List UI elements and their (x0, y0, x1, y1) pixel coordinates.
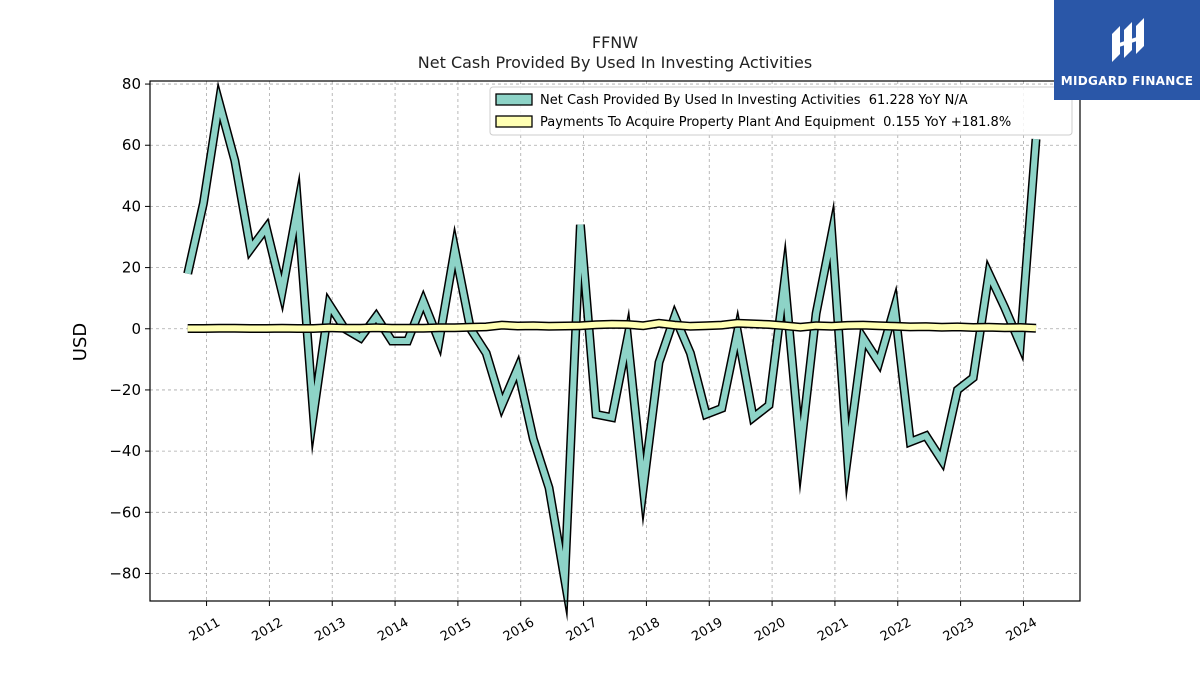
x-tick-label: 2018 (627, 615, 663, 645)
legend-swatch-net-cash (495, 93, 533, 106)
series-layer (183, 80, 1041, 622)
x-tick-label: 2019 (689, 615, 725, 645)
x-tick-label: 2020 (752, 615, 788, 645)
x-tick-label: 2014 (375, 615, 411, 645)
x-tick-label: 2013 (312, 615, 348, 645)
chart-title: FFNW (592, 33, 638, 52)
x-tick-label: 2015 (438, 615, 474, 645)
y-tick-label: 80 (122, 75, 141, 93)
x-tick-label: 2011 (187, 615, 223, 645)
series-line-0 (184, 87, 1039, 608)
legend-swatch-ppe (495, 115, 533, 128)
brand-logo: MIDGARD FINANCE (1054, 0, 1200, 100)
y-tick-label: −20 (109, 381, 141, 399)
legend-entry-net-cash: Net Cash Provided By Used In Investing A… (540, 93, 968, 108)
x-tick-label: 2022 (878, 615, 914, 645)
x-tick-label: 2017 (564, 615, 600, 645)
y-tick-label: 0 (131, 320, 141, 338)
y-axis-label: USD (70, 323, 91, 361)
plot-frame (149, 80, 1081, 602)
legend-box (489, 86, 1073, 136)
y-tick-label: 40 (122, 197, 141, 215)
legend-entry-ppe: Payments To Acquire Property Plant And E… (540, 115, 1011, 130)
series-line-1 (187, 320, 1037, 332)
logo-text: MIDGARD FINANCE (1060, 74, 1194, 88)
y-tick-label: −80 (109, 564, 141, 582)
series-outline-0 (183, 80, 1041, 622)
y-axis: −80 −60 −40 −20 0 20 40 60 80 (109, 75, 150, 582)
y-tick-label: −60 (109, 503, 141, 521)
y-tick-label: 20 (122, 259, 141, 277)
y-tick-label: 60 (122, 136, 141, 154)
grid (150, 81, 1080, 601)
x-tick-label: 2023 (941, 615, 977, 645)
x-tick-label: 2016 (501, 615, 537, 645)
y-tick-label: −40 (109, 442, 141, 460)
x-tick-label: 2024 (1004, 615, 1040, 645)
chart-subtitle: Net Cash Provided By Used In Investing A… (418, 53, 812, 72)
x-axis: 2011 2012 2013 2014 2015 2016 2017 2018 2019 2020… (187, 601, 1040, 645)
x-tick-label: 2021 (815, 615, 851, 645)
midgard-logo-icon (1112, 18, 1144, 62)
legend: Net Cash Provided By Used In Investing A… (489, 86, 1073, 136)
x-tick-label: 2012 (250, 615, 286, 645)
